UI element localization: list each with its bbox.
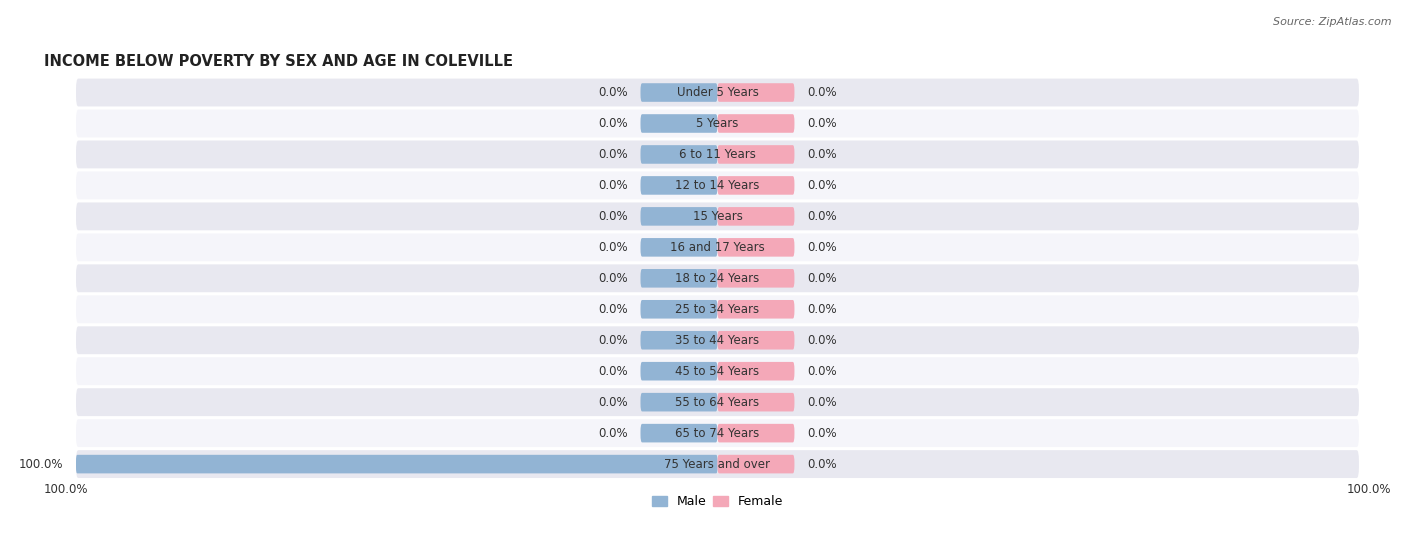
Legend: Male, Female: Male, Female: [647, 490, 789, 513]
FancyBboxPatch shape: [717, 331, 794, 349]
FancyBboxPatch shape: [717, 424, 794, 442]
FancyBboxPatch shape: [76, 295, 1360, 323]
FancyBboxPatch shape: [76, 141, 1360, 169]
FancyBboxPatch shape: [641, 238, 717, 257]
Text: 100.0%: 100.0%: [1347, 483, 1391, 496]
Text: 0.0%: 0.0%: [807, 148, 837, 161]
Text: 25 to 34 Years: 25 to 34 Years: [675, 303, 759, 316]
Text: 6 to 11 Years: 6 to 11 Years: [679, 148, 756, 161]
FancyBboxPatch shape: [641, 83, 717, 102]
FancyBboxPatch shape: [641, 300, 717, 319]
Text: 0.0%: 0.0%: [598, 241, 627, 254]
Text: 0.0%: 0.0%: [807, 272, 837, 285]
Text: 55 to 64 Years: 55 to 64 Years: [675, 396, 759, 408]
Text: 0.0%: 0.0%: [807, 365, 837, 378]
FancyBboxPatch shape: [717, 83, 794, 102]
FancyBboxPatch shape: [76, 264, 1360, 292]
FancyBboxPatch shape: [76, 171, 1360, 199]
FancyBboxPatch shape: [76, 419, 1360, 447]
Text: Under 5 Years: Under 5 Years: [676, 86, 758, 99]
FancyBboxPatch shape: [641, 114, 717, 133]
FancyBboxPatch shape: [717, 176, 794, 195]
Text: 0.0%: 0.0%: [598, 303, 627, 316]
Text: 0.0%: 0.0%: [807, 210, 837, 223]
Text: 100.0%: 100.0%: [44, 483, 89, 496]
Text: 75 Years and over: 75 Years and over: [665, 458, 770, 470]
Text: 0.0%: 0.0%: [598, 427, 627, 440]
Text: 0.0%: 0.0%: [807, 427, 837, 440]
FancyBboxPatch shape: [717, 238, 794, 257]
FancyBboxPatch shape: [717, 455, 794, 473]
Text: 12 to 14 Years: 12 to 14 Years: [675, 179, 759, 192]
Text: 0.0%: 0.0%: [807, 241, 837, 254]
Text: 0.0%: 0.0%: [598, 148, 627, 161]
FancyBboxPatch shape: [717, 362, 794, 381]
Text: 0.0%: 0.0%: [807, 458, 837, 470]
FancyBboxPatch shape: [717, 393, 794, 411]
Text: 0.0%: 0.0%: [598, 272, 627, 285]
Text: 5 Years: 5 Years: [696, 117, 738, 130]
Text: 35 to 44 Years: 35 to 44 Years: [675, 334, 759, 347]
FancyBboxPatch shape: [76, 79, 1360, 107]
FancyBboxPatch shape: [641, 176, 717, 195]
Text: 0.0%: 0.0%: [807, 179, 837, 192]
FancyBboxPatch shape: [641, 269, 717, 287]
Text: 45 to 54 Years: 45 to 54 Years: [675, 365, 759, 378]
Text: 0.0%: 0.0%: [598, 86, 627, 99]
Text: 0.0%: 0.0%: [807, 396, 837, 408]
FancyBboxPatch shape: [76, 455, 717, 473]
FancyBboxPatch shape: [76, 233, 1360, 261]
FancyBboxPatch shape: [76, 357, 1360, 385]
FancyBboxPatch shape: [76, 388, 1360, 416]
FancyBboxPatch shape: [717, 114, 794, 133]
Text: 0.0%: 0.0%: [598, 179, 627, 192]
FancyBboxPatch shape: [641, 331, 717, 349]
FancyBboxPatch shape: [641, 362, 717, 381]
Text: 0.0%: 0.0%: [598, 334, 627, 347]
FancyBboxPatch shape: [641, 207, 717, 225]
Text: 0.0%: 0.0%: [807, 117, 837, 130]
FancyBboxPatch shape: [717, 269, 794, 287]
Text: INCOME BELOW POVERTY BY SEX AND AGE IN COLEVILLE: INCOME BELOW POVERTY BY SEX AND AGE IN C…: [44, 54, 513, 69]
FancyBboxPatch shape: [717, 300, 794, 319]
FancyBboxPatch shape: [641, 424, 717, 442]
Text: 0.0%: 0.0%: [598, 117, 627, 130]
Text: 0.0%: 0.0%: [807, 86, 837, 99]
Text: 0.0%: 0.0%: [598, 396, 627, 408]
Text: 15 Years: 15 Years: [693, 210, 742, 223]
FancyBboxPatch shape: [641, 393, 717, 411]
Text: 0.0%: 0.0%: [598, 365, 627, 378]
FancyBboxPatch shape: [76, 326, 1360, 354]
FancyBboxPatch shape: [717, 145, 794, 163]
Text: 100.0%: 100.0%: [18, 458, 63, 470]
Text: 18 to 24 Years: 18 to 24 Years: [675, 272, 759, 285]
FancyBboxPatch shape: [76, 203, 1360, 230]
Text: 16 and 17 Years: 16 and 17 Years: [671, 241, 765, 254]
FancyBboxPatch shape: [717, 207, 794, 225]
FancyBboxPatch shape: [76, 450, 1360, 478]
FancyBboxPatch shape: [641, 145, 717, 163]
Text: 0.0%: 0.0%: [807, 334, 837, 347]
Text: 0.0%: 0.0%: [598, 210, 627, 223]
Text: 0.0%: 0.0%: [807, 303, 837, 316]
Text: 65 to 74 Years: 65 to 74 Years: [675, 427, 759, 440]
FancyBboxPatch shape: [76, 109, 1360, 137]
Text: Source: ZipAtlas.com: Source: ZipAtlas.com: [1274, 17, 1392, 27]
